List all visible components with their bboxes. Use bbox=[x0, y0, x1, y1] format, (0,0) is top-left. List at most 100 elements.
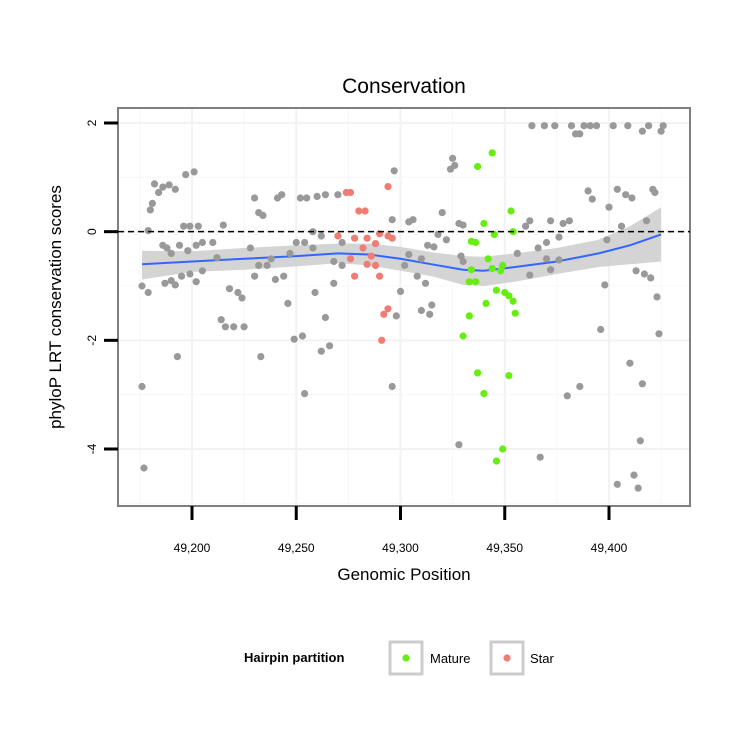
data-point bbox=[363, 234, 371, 242]
data-point bbox=[355, 207, 363, 215]
data-point bbox=[390, 167, 398, 175]
series-other bbox=[138, 122, 667, 492]
data-point bbox=[434, 230, 442, 238]
data-point bbox=[359, 244, 367, 252]
data-point bbox=[338, 238, 346, 247]
data-point bbox=[182, 171, 190, 179]
data-point bbox=[465, 278, 473, 286]
data-point bbox=[584, 187, 592, 195]
data-point bbox=[217, 316, 225, 324]
data-point bbox=[388, 234, 396, 242]
data-point bbox=[645, 122, 653, 130]
x-axis-label: Genomic Position bbox=[337, 565, 470, 584]
confidence-band bbox=[142, 207, 662, 286]
data-point bbox=[271, 275, 279, 284]
data-point bbox=[175, 241, 184, 249]
data-point bbox=[209, 238, 217, 247]
data-point bbox=[405, 250, 413, 259]
data-point bbox=[334, 191, 342, 199]
data-point bbox=[540, 122, 549, 130]
data-point bbox=[194, 222, 202, 230]
data-point bbox=[492, 457, 500, 465]
data-point bbox=[505, 372, 513, 380]
data-point bbox=[482, 299, 490, 307]
data-point bbox=[526, 271, 534, 279]
data-point bbox=[165, 181, 173, 189]
data-point bbox=[563, 392, 571, 400]
data-point bbox=[459, 332, 467, 340]
data-point bbox=[301, 390, 309, 398]
data-point bbox=[488, 149, 496, 157]
data-point bbox=[426, 310, 434, 318]
data-point bbox=[301, 238, 309, 247]
data-point bbox=[317, 232, 325, 240]
data-point bbox=[140, 464, 148, 472]
data-point bbox=[501, 288, 509, 297]
x-tick-label: 49,300 bbox=[382, 541, 419, 555]
data-point bbox=[576, 382, 584, 391]
data-point bbox=[509, 297, 517, 305]
data-point bbox=[449, 154, 457, 162]
data-point bbox=[378, 336, 386, 344]
data-point bbox=[251, 272, 259, 280]
data-point bbox=[251, 194, 259, 202]
data-point bbox=[430, 243, 438, 251]
data-point bbox=[167, 249, 175, 257]
data-point bbox=[230, 323, 238, 331]
data-point bbox=[605, 203, 613, 211]
data-point bbox=[280, 272, 288, 280]
data-point bbox=[536, 453, 544, 461]
data-point bbox=[238, 294, 246, 302]
data-point bbox=[384, 305, 392, 313]
data-point bbox=[155, 188, 163, 197]
data-point bbox=[290, 335, 298, 343]
y-tick-label: 0 bbox=[85, 228, 99, 235]
data-point bbox=[396, 287, 405, 295]
data-point bbox=[163, 244, 171, 252]
data-point bbox=[178, 272, 186, 280]
chart-title: Conservation bbox=[342, 75, 466, 98]
x-tick-label: 49,350 bbox=[486, 541, 523, 555]
data-point bbox=[351, 234, 359, 242]
data-point bbox=[526, 217, 534, 225]
data-point bbox=[424, 241, 432, 249]
data-point bbox=[221, 323, 229, 331]
data-point bbox=[380, 310, 388, 318]
data-point bbox=[171, 185, 179, 193]
data-point bbox=[638, 127, 647, 135]
data-point bbox=[313, 192, 321, 200]
data-point bbox=[472, 238, 480, 247]
legend-swatch-mature bbox=[402, 654, 410, 662]
data-point bbox=[438, 209, 446, 217]
data-point bbox=[173, 353, 181, 361]
data-point bbox=[474, 369, 482, 377]
data-point bbox=[371, 240, 380, 248]
data-point bbox=[326, 342, 334, 350]
data-point bbox=[592, 122, 601, 130]
plot-border bbox=[117, 107, 691, 507]
data-point bbox=[624, 122, 632, 130]
data-point bbox=[150, 180, 159, 188]
data-point bbox=[442, 236, 450, 244]
data-point bbox=[601, 281, 609, 289]
data-point bbox=[451, 161, 459, 169]
data-point bbox=[330, 257, 338, 266]
data-point bbox=[363, 260, 371, 268]
data-point bbox=[580, 122, 588, 130]
data-point bbox=[457, 252, 465, 260]
data-point bbox=[298, 332, 307, 340]
data-point bbox=[171, 281, 179, 289]
data-point bbox=[588, 195, 596, 203]
data-point bbox=[565, 217, 574, 225]
data-point bbox=[467, 266, 475, 274]
data-point bbox=[613, 480, 621, 488]
legend: Hairpin partition Mature Star bbox=[244, 640, 555, 676]
data-point bbox=[547, 217, 555, 225]
data-point bbox=[311, 288, 319, 297]
data-point bbox=[507, 207, 515, 215]
data-point bbox=[651, 188, 659, 197]
data-point bbox=[330, 279, 338, 287]
data-point bbox=[401, 261, 409, 269]
data-point bbox=[144, 288, 152, 297]
x-tick-label: 49,400 bbox=[591, 541, 628, 555]
